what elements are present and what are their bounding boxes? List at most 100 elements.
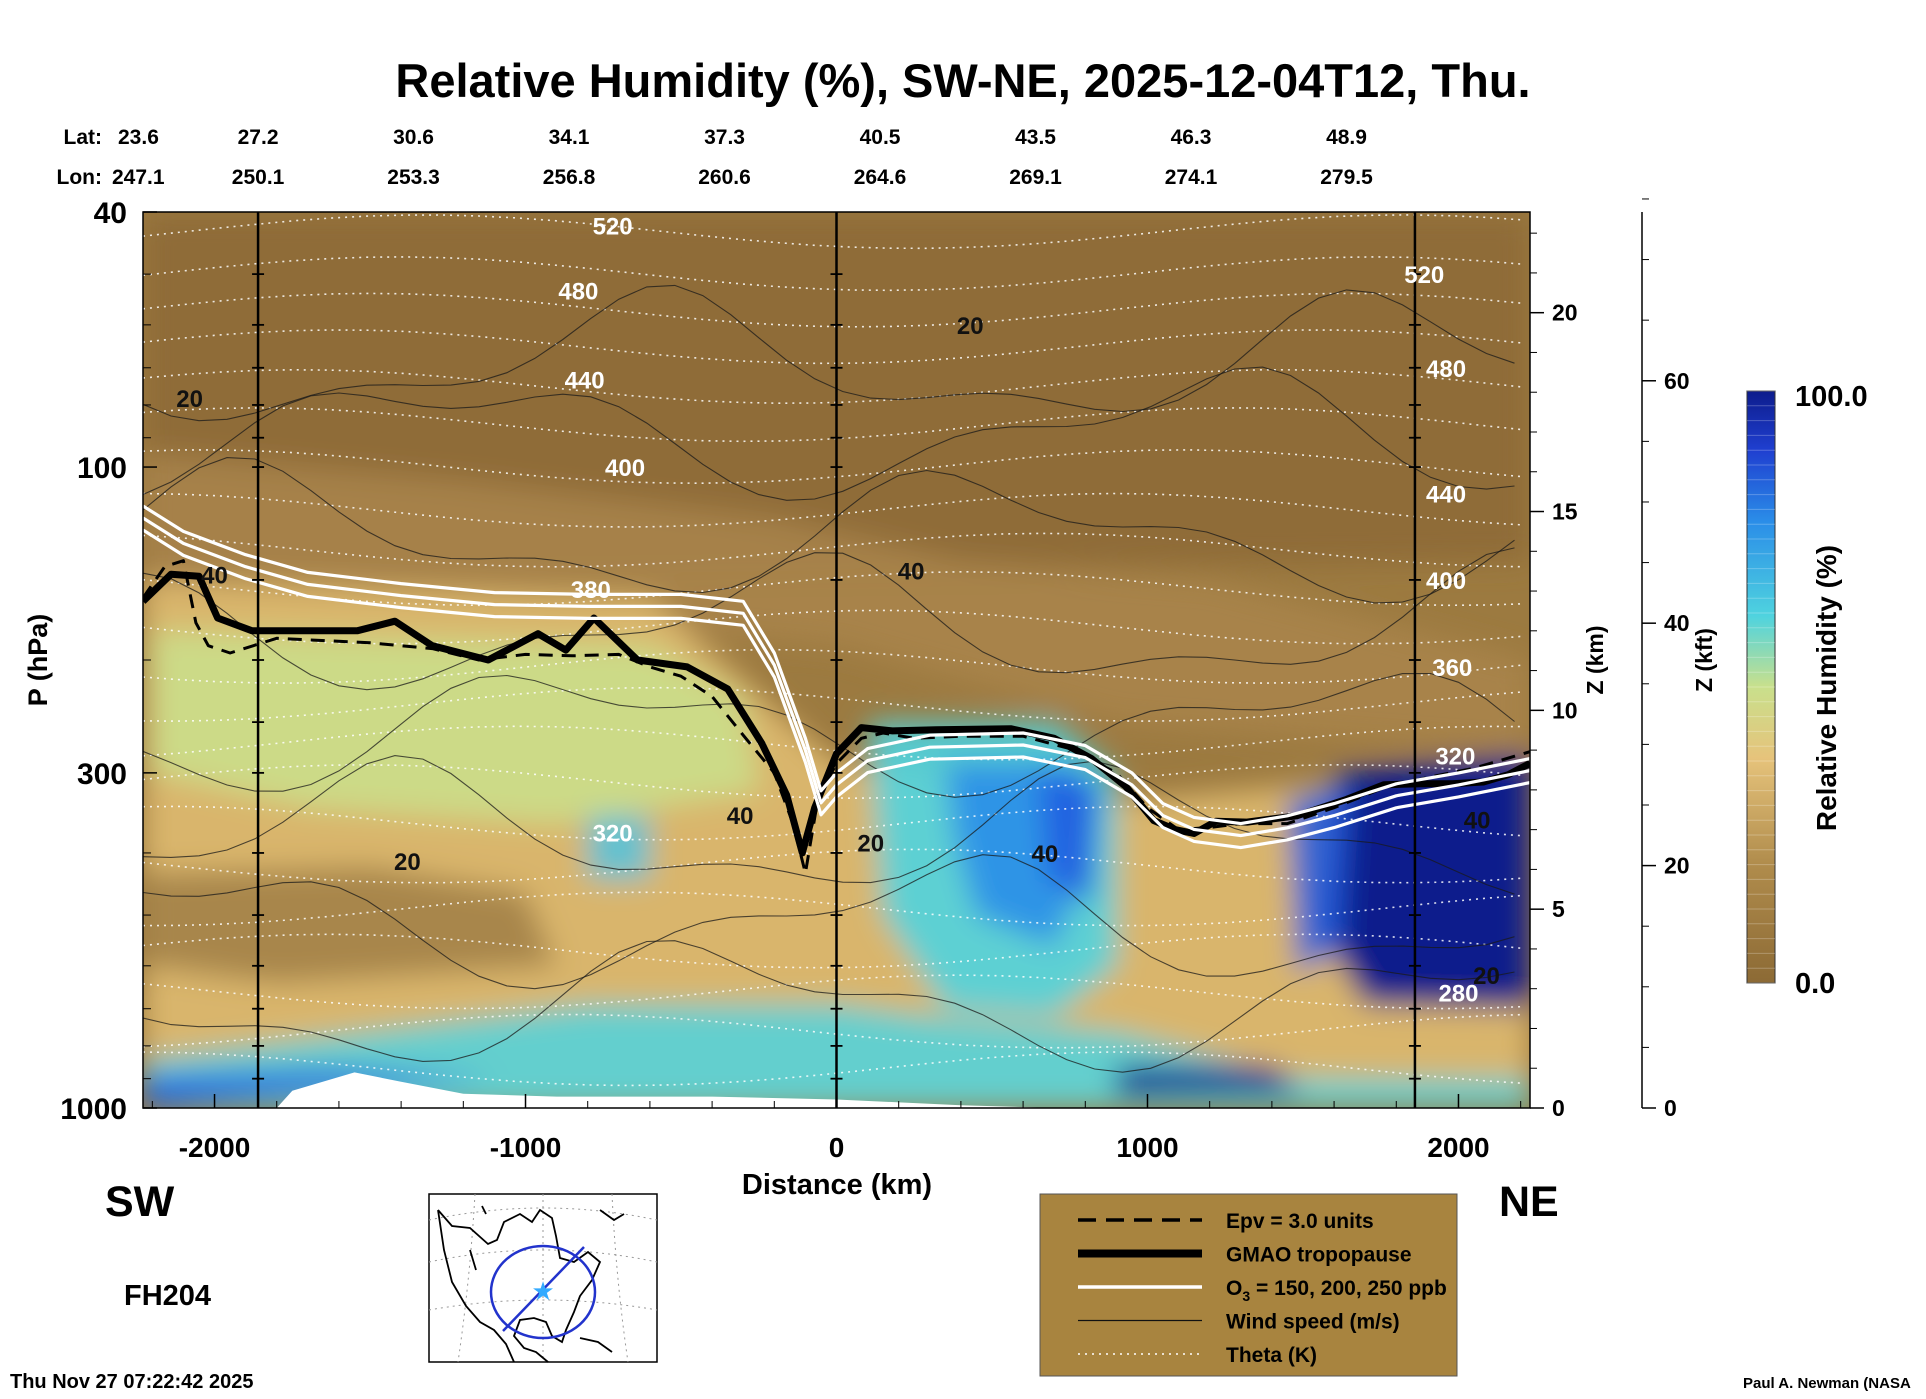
wind-label: 40 (1032, 841, 1059, 868)
wind-label: 20 (1473, 963, 1500, 990)
colorbar-bands (1747, 390, 1775, 984)
x-tick-label: 0 (829, 1132, 845, 1163)
surface-saturated-east (1116, 1066, 1303, 1097)
west-moist-layer (152, 630, 759, 824)
central-wettest-core (1038, 772, 1101, 904)
lat-value: 27.2 (238, 126, 279, 149)
theta-label: 360 (1432, 655, 1472, 682)
y-tick-label: 300 (77, 758, 127, 791)
y-tick-label: 1000 (60, 1093, 127, 1126)
lon-value: 274.1 (1165, 166, 1218, 189)
map-graticule (428, 1193, 658, 1363)
ozone-line (143, 516, 1530, 838)
lon-value: 264.6 (854, 166, 907, 189)
zkft-tick-label: 60 (1664, 368, 1690, 394)
lon-value: 256.8 (543, 166, 596, 189)
zkft-tick-label: 40 (1664, 610, 1690, 636)
map-domain-circle (489, 1244, 597, 1340)
legend-label: O3 = 150, 200, 250 ppb (1226, 1277, 1447, 1304)
lon-value: 250.1 (232, 166, 285, 189)
wind-label: 20 (957, 313, 984, 340)
lon-value: 247.1 (112, 166, 165, 189)
theta-label: 400 (605, 455, 645, 482)
colorbar-max-label: 100.0 (1795, 381, 1868, 413)
theta-contour (143, 1013, 1524, 1049)
terrain-mask (276, 1072, 1055, 1108)
zkm-tick-label: 5 (1552, 896, 1565, 922)
theta-label: 280 (1438, 980, 1478, 1007)
lat-value: 37.3 (704, 126, 745, 149)
lat-value: 46.3 (1171, 126, 1212, 149)
sw-label: SW (105, 1178, 175, 1226)
theta-label: 440 (565, 367, 605, 394)
y-tick-label: 40 (94, 197, 127, 230)
legend-label: GMAO tropopause (1226, 1244, 1412, 1267)
theta-label: 480 (558, 278, 598, 305)
theta-label: 520 (1404, 262, 1444, 289)
x-axis: -2000 -1000 0 1000 2000 (151, 1094, 1522, 1163)
wind-contour (143, 547, 1515, 691)
wind-label: 20 (857, 830, 884, 857)
colorbar-axis-label: Relative Humidity (%) (1811, 545, 1842, 831)
theta-label: 380 (571, 577, 611, 604)
zkm-tick-label: 10 (1552, 697, 1578, 723)
wind-contour (143, 284, 1515, 422)
lat-value: 40.5 (860, 126, 901, 149)
east-wet-edge (1287, 782, 1350, 975)
lon-value: 253.3 (387, 166, 440, 189)
theta-label: 400 (1426, 568, 1466, 595)
colorbar: 100.0 0.0 Relative Humidity (%) (1746, 381, 1868, 1000)
z-km-axis-label: Z (km) (1582, 626, 1608, 695)
x-axis-label: Distance (km) (742, 1169, 932, 1201)
colorbar-min-label: 0.0 (1795, 968, 1835, 1000)
theta-label: 320 (1435, 744, 1475, 771)
theta-label: 440 (1426, 482, 1466, 509)
theta-contour (143, 974, 1524, 1010)
x-tick-label: -1000 (490, 1132, 562, 1163)
wind-contour (143, 940, 1515, 1073)
lat-value: 48.9 (1326, 126, 1367, 149)
east-saturated-block (1318, 753, 1530, 1009)
theta-contour (143, 532, 1524, 568)
west-dry-lower (143, 866, 557, 984)
lon-row-label: Lon: (57, 166, 102, 189)
z-kft-axis-label: Z (kft) (1691, 628, 1717, 692)
wind-contour (143, 672, 1515, 798)
wind-contour (143, 457, 1515, 604)
wind-speed-contours (143, 284, 1515, 1073)
x-tick-label: 2000 (1427, 1132, 1489, 1163)
map-center-star: ★ (531, 1276, 554, 1306)
theta-contour (143, 725, 1524, 761)
theta-label: 520 (593, 214, 633, 241)
z-km-axis: 0 5 10 15 20 (1530, 232, 1578, 1121)
legend: Epv = 3.0 units GMAO tropopause O3 = 150, … (1039, 1193, 1458, 1377)
inset-map: ★ (428, 1193, 658, 1363)
lon-value: 279.5 (1320, 166, 1373, 189)
x-tick-label: 1000 (1116, 1132, 1178, 1163)
contour-labels: 5204804404003803205204804404003603202802… (176, 214, 1500, 1008)
legend-label: Wind speed (m/s) (1226, 1311, 1400, 1334)
theta-contours (143, 214, 1524, 1087)
theta-label: 320 (593, 821, 633, 848)
zkm-tick-label: 20 (1552, 300, 1578, 326)
wind-label: 40 (1464, 808, 1491, 835)
wind-contour (143, 854, 1515, 990)
lat-value: 30.6 (393, 126, 434, 149)
y-tick-label: 100 (77, 452, 127, 485)
theta-contour (143, 570, 1524, 607)
west-blue-patch (587, 815, 650, 880)
ozone-line (143, 504, 1530, 826)
lat-value: 43.5 (1015, 126, 1056, 149)
lon-value: 269.1 (1009, 166, 1062, 189)
timestamp-label: Thu Nov 27 07:22:42 2025 (10, 1371, 253, 1393)
theta-label: 480 (1426, 356, 1466, 383)
lat-row-label: Lat: (64, 126, 103, 149)
wind-label: 40 (727, 803, 754, 830)
colorbar-ramp (1746, 390, 1776, 984)
y-axis-label: P (hPa) (23, 614, 53, 707)
wind-label: 20 (176, 386, 203, 413)
pressure-axis: 40 100 300 1000 (60, 197, 157, 1126)
z-kft-axis: 0 20 40 60 (1641, 198, 1690, 1121)
credit-label: Paul A. Newman (NASA (1743, 1375, 1911, 1392)
